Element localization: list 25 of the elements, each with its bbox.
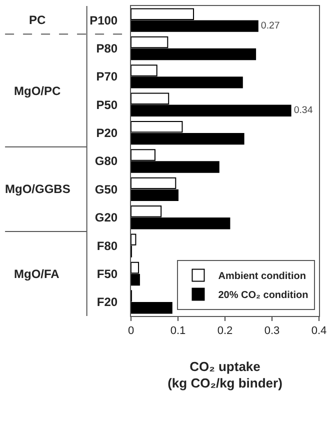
data-label: 0.27 [260, 20, 280, 32]
x-tick-label: 0.4 [311, 325, 327, 338]
x-axis-title: CO₂ uptake (kg CO₂/kg binder) [168, 358, 282, 391]
y-tick-label: F20 [96, 295, 118, 310]
y-tick-label: P20 [96, 126, 118, 140]
text: MgO/PC [14, 84, 61, 98]
y-tick-label: P100 [90, 13, 118, 28]
y-tick-label: P80 [96, 41, 118, 56]
y-tick-label: P50 [96, 98, 118, 112]
text: MgO/GGBS [5, 182, 70, 196]
legend-label: Ambient condition [218, 271, 306, 282]
y-tick-label: G80 [94, 154, 118, 168]
x-tick-label: 0.2 [217, 325, 233, 338]
legend-label: 20% CO₂ condition [218, 290, 308, 302]
x-tick-label: 0.3 [264, 325, 280, 338]
y-tick-label: F50 [96, 266, 118, 281]
text: MgO/FA [14, 267, 60, 281]
y-tick-label: G20 [94, 210, 118, 225]
y-tick-label: P70 [96, 70, 118, 84]
data-label: 0.34 [294, 105, 314, 116]
x-tick-label: 0 [128, 325, 134, 338]
x-tick-label: 0.1 [170, 325, 186, 338]
y-tick-label: G50 [94, 182, 118, 196]
y-tick-label: F80 [96, 238, 118, 253]
text: PC [29, 13, 46, 27]
